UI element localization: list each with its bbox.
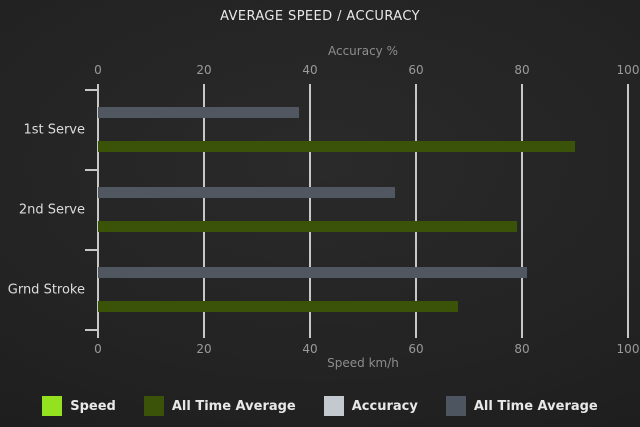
gridline	[309, 84, 311, 338]
bar-speed-all-time-average	[98, 141, 575, 152]
gridline	[521, 84, 523, 338]
top-axis-tick: 40	[302, 63, 318, 77]
category-boundary-tick	[85, 169, 98, 171]
bar-speed-all-time-average	[98, 221, 517, 232]
chart-title: AVERAGE SPEED / ACCURACY	[220, 9, 420, 24]
top-axis-tick: 100	[616, 63, 640, 77]
legend: Speed All Time Average Accuracy All Time Av…	[0, 396, 640, 416]
gridline	[203, 84, 205, 338]
bar-accuracy-all-time-average	[98, 267, 528, 278]
bottom-axis-tick: 60	[408, 342, 424, 356]
top-axis-tick: 20	[196, 63, 212, 77]
top-axis-tick: 0	[94, 63, 102, 77]
top-axis-tick: 80	[514, 63, 530, 77]
legend-label: All Time Average	[171, 398, 296, 414]
legend-label: Accuracy	[351, 398, 418, 414]
legend-swatch	[42, 396, 63, 416]
category-boundary-tick	[85, 89, 98, 91]
legend-label: Speed	[70, 398, 116, 414]
bottom-axis-tick: 80	[514, 342, 530, 356]
legend-swatch	[445, 396, 466, 416]
gridline	[627, 84, 629, 338]
top-axis-label: Accuracy %	[327, 44, 398, 58]
legend-item: Accuracy	[323, 396, 418, 416]
legend-item: All Time Average	[445, 396, 598, 416]
legend-item: All Time Average	[143, 396, 296, 416]
category-label: 2nd Serve	[18, 202, 85, 218]
category-boundary-tick	[85, 329, 98, 331]
bottom-axis-tick: 0	[94, 342, 102, 356]
legend-label: All Time Average	[473, 398, 598, 414]
gridline	[415, 84, 417, 338]
category-label: 1st Serve	[23, 122, 85, 138]
top-axis-tick: 60	[408, 63, 424, 77]
legend-swatch	[323, 396, 344, 416]
legend-item: Speed	[42, 396, 116, 416]
bar-accuracy-all-time-average	[98, 187, 395, 198]
bottom-axis-tick: 40	[302, 342, 318, 356]
category-boundary-tick	[85, 249, 98, 251]
bar-speed-all-time-average	[98, 301, 459, 312]
legend-swatch	[143, 396, 164, 416]
y-axis-line	[97, 84, 99, 338]
bottom-axis-label: Speed km/h	[327, 356, 399, 370]
bottom-axis-tick: 100	[616, 342, 640, 356]
bottom-axis-tick: 20	[196, 342, 212, 356]
bar-accuracy-all-time-average	[98, 107, 300, 118]
category-label: Grnd Stroke	[7, 282, 85, 298]
